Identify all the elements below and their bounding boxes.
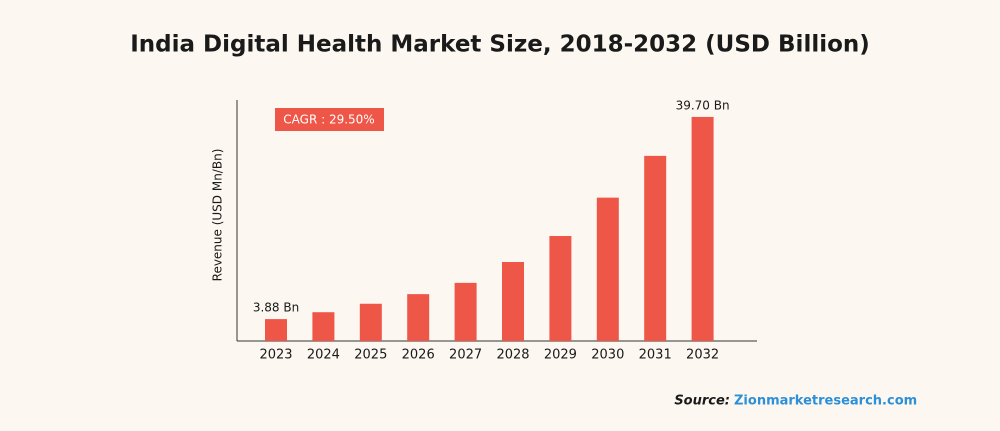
bar [265, 319, 287, 341]
annotation: CAGR : 29.50% [283, 113, 374, 127]
bar [644, 155, 667, 341]
value-label: 3.88 Bn [253, 301, 299, 315]
bar [549, 236, 572, 341]
x-tick-label: 2025 [354, 348, 387, 363]
x-tick-label: 2032 [686, 348, 719, 363]
annotation-box [275, 108, 384, 131]
chart-title: India Digital Health Market Size, 2018-2… [130, 32, 870, 58]
bar [312, 312, 335, 341]
x-tick-label: 2028 [496, 348, 529, 363]
source: Zionmarketresearch.com [734, 394, 917, 409]
bar [691, 116, 714, 341]
bar [407, 294, 430, 341]
value-label: 39.70 Bn [676, 98, 730, 112]
bar [502, 261, 524, 341]
x-tick-label: 2029 [544, 348, 577, 363]
x-tick-label: 2030 [591, 348, 624, 363]
source-label: Source: [674, 394, 730, 409]
x-tick-label: 2024 [307, 348, 340, 363]
x-tick-label: 2031 [639, 348, 672, 363]
x-tick-label: 2026 [402, 348, 435, 363]
x-tick-label: 2023 [259, 348, 292, 363]
y-axis-label: Revenue (USD Mn/Bn) [211, 149, 225, 282]
x-tick-label: 2027 [449, 348, 482, 363]
bar [454, 282, 477, 341]
bar [359, 303, 382, 341]
bar [596, 197, 619, 341]
